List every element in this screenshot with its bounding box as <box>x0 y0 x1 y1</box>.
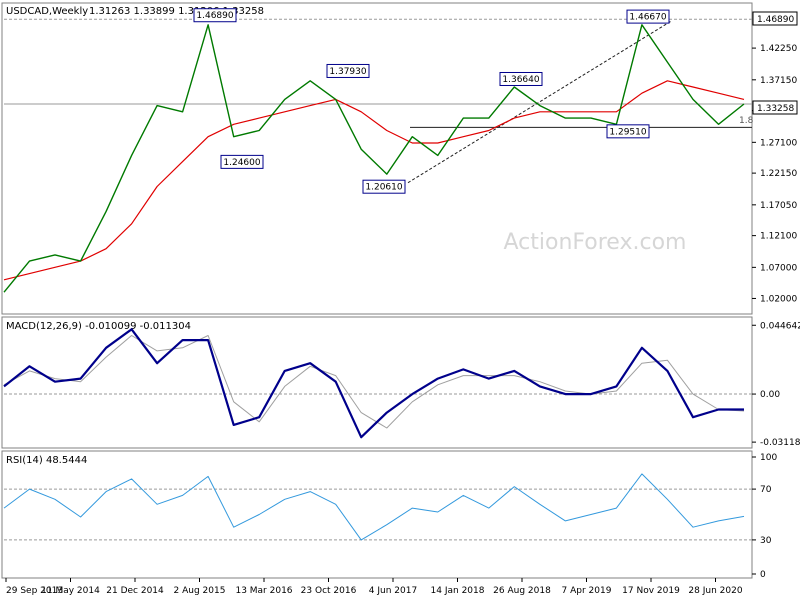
price-annotation-label: 1.29510 <box>609 127 646 137</box>
macd-signal-line <box>3 335 745 429</box>
watermark: ActionForex.com <box>504 230 687 255</box>
price-lines <box>3 18 752 293</box>
x-tick-label: 26 Aug 2018 <box>493 586 551 596</box>
price-annotation-label: 1.24600 <box>223 158 260 168</box>
macd-y-tick-label: -0.031183 <box>760 438 800 448</box>
price-panel-frame <box>1 2 753 315</box>
macd-title: MACD(12,26,9) -0.010099 -0.011304 <box>6 321 191 332</box>
macd-line <box>3 328 744 439</box>
rsi-line <box>3 473 745 541</box>
x-tick-label: 7 Apr 2019 <box>562 586 612 596</box>
price-header-ohlc: 1.31263 1.33899 1.31206 1.33258 <box>89 6 264 17</box>
price-line <box>3 24 745 293</box>
price-annotation-box <box>326 63 370 78</box>
price-annotations: 1.46890 1.24600 1.37930 1.20610 1.36640 1.466… <box>193 8 670 194</box>
x-tick-label: 28 Jun 2020 <box>688 586 742 596</box>
x-tick-label: 2 Aug 2015 <box>174 586 226 596</box>
x-tick-label: 14 Jan 2018 <box>431 586 485 596</box>
x-tick-label: 23 Oct 2016 <box>301 586 357 596</box>
price-annotation-box <box>499 71 543 86</box>
price-annotation-box <box>220 154 264 169</box>
price-y-axis: 1.02000 1.07000 1.12100 1.17050 1.22150 1.271… <box>752 44 797 304</box>
x-tick-label: 29 Sep 2013 <box>6 586 63 596</box>
price-y-tick-label: 1.02000 <box>760 294 797 304</box>
top-level-box <box>752 11 798 26</box>
last-price-label: 1.33258 <box>757 104 794 114</box>
rsi-title: RSI(14) 48.5444 <box>6 455 87 466</box>
rsi-y-tick-label: 100 <box>760 453 777 463</box>
price-header-symbol: USDCAD,Weekly <box>6 6 88 17</box>
x-tick-label: 17 Nov 2019 <box>622 586 680 596</box>
price-y-tick-label: 1.42250 <box>760 44 797 54</box>
macd-y-tick-label: 0.00 <box>760 390 780 400</box>
price-annotation-label: 1.36640 <box>502 75 539 85</box>
trend-line <box>407 20 673 184</box>
price-annotation-box <box>362 179 406 194</box>
x-tick-label: 21 Dec 2014 <box>106 586 164 596</box>
price-y-tick-label: 1.12100 <box>760 232 797 242</box>
price-y-tick-label: 1.37150 <box>760 76 797 86</box>
price-annotation-label: 1.20610 <box>365 183 402 193</box>
x-tick-label: 4 Jun 2017 <box>369 586 417 596</box>
price-y-tick-label: 1.17050 <box>760 201 797 211</box>
rsi-y-tick-label: 0 <box>760 570 766 580</box>
rsi-panel-frame <box>1 450 753 579</box>
x-tick-label: 11 May 2014 <box>41 586 100 596</box>
price-annotation-label: 1.46890 <box>196 11 233 21</box>
price-annotation-box <box>606 124 650 139</box>
price-annotation-label: 1.46670 <box>629 13 666 23</box>
rsi-y-tick-label: 70 <box>760 485 772 495</box>
price-y-tick-label: 1.27100 <box>760 138 797 148</box>
top-level-label: 1.46890 <box>757 15 794 25</box>
macd-layer: 0.044642 0.00 -0.031183 <box>3 321 800 448</box>
x-tick-label: 13 Mar 2016 <box>235 586 292 596</box>
price-y-tick-label: 1.22150 <box>760 169 797 179</box>
price-annotation-box <box>193 8 237 23</box>
macd-panel-frame <box>1 316 753 449</box>
rsi-layer: 100 70 30 0 <box>3 453 777 580</box>
rsi-y-tick-label: 30 <box>760 536 772 546</box>
price-y-tick-label: 1.07000 <box>760 263 797 273</box>
price-annotation-label: 1.37930 <box>329 67 366 77</box>
macd-y-tick-label: 0.044642 <box>760 321 800 331</box>
last-price-box <box>752 100 798 115</box>
price-annotation-box <box>626 9 670 24</box>
edge-text: 1.8 <box>739 116 754 126</box>
